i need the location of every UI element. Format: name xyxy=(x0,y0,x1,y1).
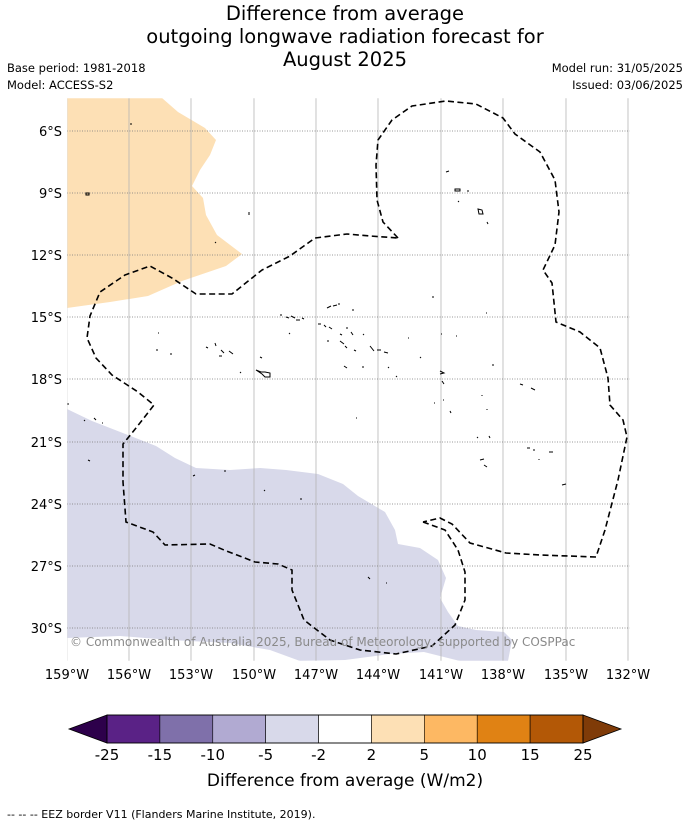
meta-right: Model run: 31/05/2025 Issued: 03/06/2025 xyxy=(552,60,683,94)
issued-text: Issued: 03/06/2025 xyxy=(572,78,683,92)
colorbar-tick-labels: -25 -15 -10 -5 -2 2 5 10 15 25 xyxy=(95,746,593,764)
colorbar-tick-label: 15 xyxy=(521,746,540,764)
eez-border-main xyxy=(375,100,628,558)
colorbar-tick-label: -25 xyxy=(95,746,120,764)
lon-tick-label: 156°W xyxy=(107,668,151,683)
colorbar-bin xyxy=(371,714,425,744)
lat-tick-label: 12°S xyxy=(31,249,62,264)
colorbar: -25 -15 -10 -5 -2 2 5 10 15 25 xyxy=(67,714,623,764)
lon-tick-label: 150°W xyxy=(232,668,276,683)
colorbar-bin xyxy=(106,714,161,744)
lon-tick-label: 144°W xyxy=(356,668,400,683)
colorbar-bin xyxy=(424,714,478,744)
lon-tick-label: 153°W xyxy=(169,668,213,683)
title-line-2: outgoing longwave radiation forecast for xyxy=(146,25,544,48)
lat-tick-label: 18°S xyxy=(31,373,62,388)
colorbar-tick-label: 10 xyxy=(468,746,487,764)
lat-tick-label: 30°S xyxy=(31,622,62,637)
colorbar-frame xyxy=(106,714,584,744)
base-period-text: Base period: 1981-2018 xyxy=(7,61,146,75)
colorbar-bin xyxy=(159,714,214,744)
colorbar-tick-label: -15 xyxy=(148,746,173,764)
lat-tick-label: 15°S xyxy=(31,311,62,326)
lon-tick-label: 132°W xyxy=(606,668,650,683)
colorbar-bin xyxy=(476,714,531,744)
lon-tick-label: 135°W xyxy=(544,668,588,683)
colorbar-under-arrow xyxy=(67,714,108,744)
colorbar-bin xyxy=(529,714,584,744)
model-run-text: Model run: 31/05/2025 xyxy=(551,61,683,75)
meta-left: Base period: 1981-2018 Model: ACCESS-S2 xyxy=(7,60,146,94)
lon-tick-label: 141°W xyxy=(419,668,463,683)
colorbar-over-arrow xyxy=(582,714,623,744)
gridlines xyxy=(67,98,629,661)
lon-tick-label: 147°W xyxy=(294,668,338,683)
colorbar-tick-label: 2 xyxy=(367,746,377,764)
colorbar-tick-label: -2 xyxy=(311,746,326,764)
colorbar-tick-label: -5 xyxy=(258,746,273,764)
colorbar-tick-label: 5 xyxy=(420,746,430,764)
longitude-axis: 159°W 156°W 153°W 150°W 147°W 144°W 141°… xyxy=(45,668,650,683)
colorbar-title: Difference from average (W/m2) xyxy=(206,771,484,791)
map-frame xyxy=(66,97,631,662)
eez-border-south xyxy=(86,233,466,655)
lat-tick-label: 6°S xyxy=(39,125,62,140)
colorbar-bin xyxy=(212,714,266,744)
title-line-3: August 2025 xyxy=(282,48,408,71)
map-title: Difference from average outgoing longwav… xyxy=(0,2,690,71)
negative-anomaly-area xyxy=(67,409,512,661)
colorbar-bins xyxy=(106,714,584,744)
positive-anomaly-area xyxy=(67,98,242,308)
latitude-axis: 6°S 9°S 12°S 15°S 18°S 21°S 24°S 27°S 30… xyxy=(31,125,62,637)
islands xyxy=(67,123,567,584)
map-credit: © Commonwealth of Australia 2025, Bureau… xyxy=(70,635,575,649)
colorbar-bin xyxy=(318,714,372,744)
lon-tick-label: 159°W xyxy=(45,668,89,683)
lat-tick-label: 24°S xyxy=(31,498,62,513)
title-line-1: Difference from average xyxy=(225,2,465,25)
lat-tick-label: 21°S xyxy=(31,436,62,451)
lat-tick-label: 27°S xyxy=(31,560,62,575)
colorbar-tick-label: 25 xyxy=(573,746,592,764)
colorbar-tick-label: -10 xyxy=(201,746,226,764)
lat-tick-label: 9°S xyxy=(39,187,62,202)
model-text: Model: ACCESS-S2 xyxy=(7,78,114,92)
eez-footer-note: -- -- -- EEZ border V11 (Flanders Marine… xyxy=(7,808,316,821)
colorbar-bin xyxy=(265,714,319,744)
lon-tick-label: 138°W xyxy=(481,668,525,683)
map-area: © Commonwealth of Australia 2025, Bureau… xyxy=(67,98,630,661)
